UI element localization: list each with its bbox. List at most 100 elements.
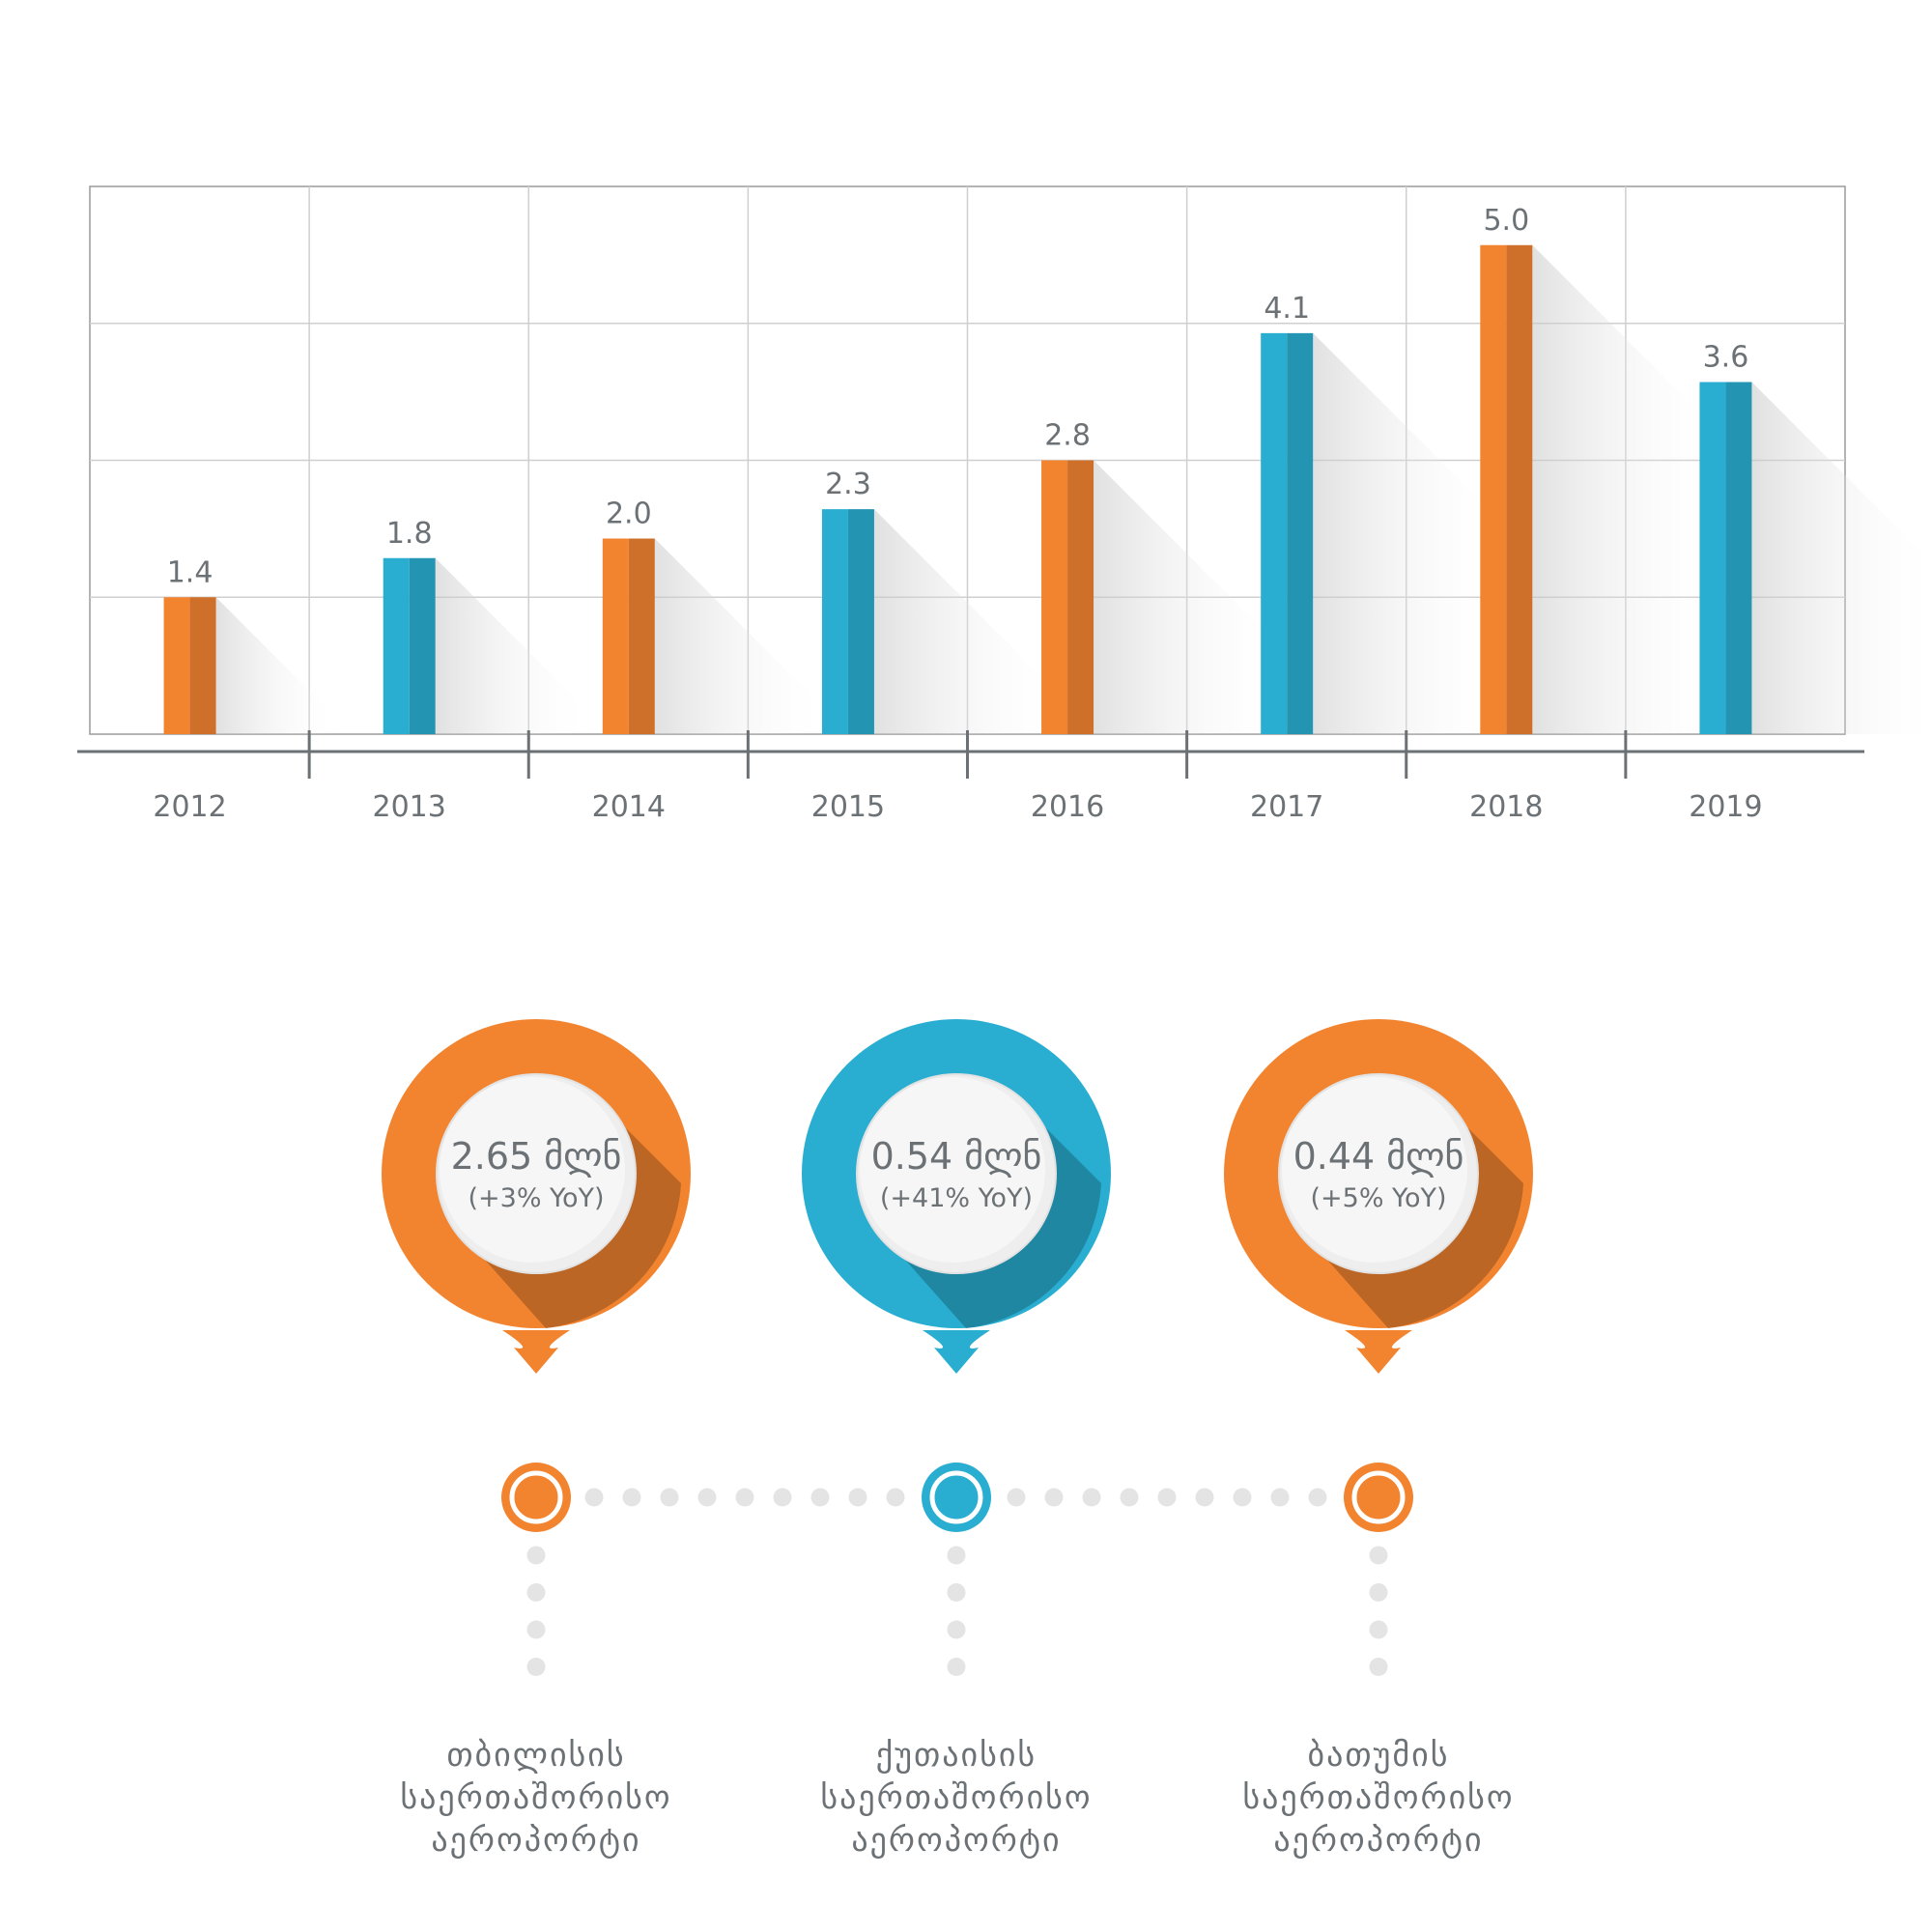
timeline [501, 1463, 1413, 1676]
airport-name-line: საერთაშორისო [820, 1778, 1093, 1817]
timeline-dot [1044, 1488, 1064, 1507]
airport-name-line: ქუთაისის [875, 1736, 1037, 1775]
data-label: 2.8 [1044, 419, 1091, 453]
data-label: 1.4 [167, 555, 213, 589]
bar [1699, 382, 1726, 734]
pin-batumi: 0.44 მლნ (+5% YoY) [1219, 1019, 1538, 1386]
pin-disc-highlight [440, 1077, 625, 1263]
x-tick-label: 2015 [811, 790, 885, 824]
timeline-dot [1195, 1488, 1214, 1507]
timeline-node-center [522, 1483, 551, 1512]
timeline-node-center [942, 1483, 971, 1512]
timeline-dot [735, 1488, 754, 1507]
timeline-dot [886, 1488, 905, 1507]
timeline-dot [526, 1583, 546, 1602]
airport-name-line: აეროპორტი [431, 1821, 641, 1860]
x-tick-label: 2013 [373, 790, 446, 824]
timeline-dot [1369, 1546, 1388, 1565]
timeline-dot [947, 1658, 966, 1676]
pin-value: 0.44 მლნ [1293, 1135, 1464, 1178]
timeline-dot [1233, 1488, 1252, 1507]
airport-name-kutaisi: ქუთაისის საერთაშორისო აეროპორტი [763, 1734, 1150, 1861]
pin-tip [502, 1330, 570, 1374]
timeline-dot [526, 1658, 546, 1676]
timeline-dot [584, 1488, 604, 1507]
data-labels: 1.4 1.8 2.0 2.3 2.8 4.1 5.0 3.6 [167, 204, 1749, 590]
x-tick-label: 2019 [1689, 790, 1762, 824]
pin-tip [1345, 1330, 1412, 1374]
timeline-dot [1369, 1620, 1388, 1639]
timeline-dot [1082, 1488, 1101, 1507]
bar-shade [1506, 244, 1533, 734]
data-label: 5.0 [1483, 204, 1529, 238]
timeline-dot [1369, 1658, 1388, 1676]
bar [821, 509, 848, 734]
airport-name-batumi: ბათუმის საერთაშორისო აეროპორტი [1185, 1734, 1572, 1861]
timeline-dot [1120, 1488, 1139, 1507]
bar-shade [1067, 460, 1094, 734]
bar-shadow [435, 557, 594, 734]
timeline-node-center [1364, 1483, 1393, 1512]
timeline-dot [947, 1620, 966, 1639]
airport-name-tbilisi: თბილისის საერთაშორისო აეროპორტი [343, 1734, 729, 1861]
timeline-dot [848, 1488, 867, 1507]
timeline-dot [660, 1488, 679, 1507]
location-pin-icon [382, 1019, 691, 1374]
data-label: 1.8 [386, 517, 433, 551]
airport-name-line: საერთაშორისო [400, 1778, 672, 1817]
pin-kutaisi: 0.54 მლნ (+41% YoY) [797, 1019, 1116, 1386]
timeline-dots [526, 1488, 1388, 1676]
timeline-dot [947, 1546, 966, 1565]
bar-shade [1725, 382, 1752, 734]
bar-shade [1287, 332, 1314, 734]
bar-shadow [215, 597, 340, 734]
airport-name-line: ბათუმის [1307, 1736, 1450, 1775]
location-pin-icon [1224, 1019, 1533, 1374]
pin-tbilisi: 2.65 მლნ (+3% YoY) [377, 1019, 696, 1386]
pin-value: 0.54 მლნ [870, 1135, 1042, 1178]
bar-chart: 1.41.82.02.32.84.15.03.6 2012 2013 2014 201… [77, 185, 1932, 824]
timeline-dot [773, 1488, 792, 1507]
bar [1041, 460, 1068, 734]
bar-shade [409, 557, 436, 734]
bar-shadow [654, 538, 832, 734]
x-axis: 2012 2013 2014 2015 2016 2017 2018 2019 [77, 730, 1864, 824]
pin-disc-highlight [1282, 1077, 1467, 1263]
pin-value: 2.65 მლნ [450, 1135, 622, 1178]
x-tick-label: 2014 [592, 790, 666, 824]
x-tick-label: 2018 [1469, 790, 1543, 824]
bar-shadow [1094, 460, 1288, 734]
airport-name-line: თბილისის [446, 1736, 626, 1775]
timeline-dot [697, 1488, 717, 1507]
timeline-dot [1007, 1488, 1026, 1507]
data-label: 2.3 [825, 468, 871, 501]
data-label: 3.6 [1703, 341, 1749, 375]
timeline-dot [622, 1488, 641, 1507]
timeline-node-ring [929, 1470, 983, 1524]
pin-change: (+5% YoY) [1310, 1183, 1447, 1213]
bar-shadow [1313, 332, 1507, 734]
bar-shadow [1532, 244, 1726, 734]
bar-shadows [215, 244, 1932, 734]
timeline-dot [1308, 1488, 1327, 1507]
timeline-dot [1369, 1583, 1388, 1602]
bars [163, 244, 1752, 734]
data-label: 2.0 [606, 497, 652, 531]
x-tick-label: 2012 [153, 790, 226, 824]
pin-tip [923, 1330, 990, 1374]
location-pin-icon [802, 1019, 1111, 1374]
timeline-dot [526, 1546, 546, 1565]
x-tick-label: 2016 [1031, 790, 1104, 824]
pin-disc-highlight [860, 1077, 1045, 1263]
bar [1261, 332, 1288, 734]
bar [1480, 244, 1507, 734]
bar-shadow [1751, 382, 1932, 734]
bar [602, 538, 629, 734]
timeline-node-ring [1351, 1470, 1406, 1524]
timeline-node-ring [509, 1470, 563, 1524]
airport-name-line: აეროპორტი [1273, 1821, 1484, 1860]
bar [383, 557, 410, 734]
bar-shade [847, 509, 874, 734]
x-tick-label: 2017 [1250, 790, 1323, 824]
bar-shadow [873, 509, 1067, 734]
